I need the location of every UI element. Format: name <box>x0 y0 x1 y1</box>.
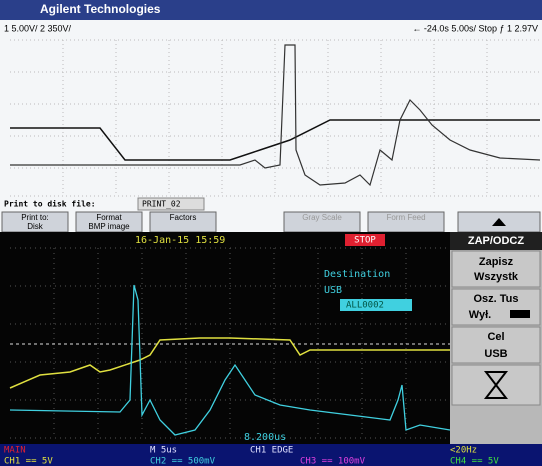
cyan-trace <box>9 284 451 436</box>
softkey-label: Gray Scale <box>302 213 342 222</box>
hourglass-icon <box>483 371 509 399</box>
file: ALL0002 <box>346 301 384 311</box>
channel: CH3 == 100mV <box>300 457 366 466</box>
softkey-label: Factors <box>170 213 197 222</box>
tek-footer <box>0 444 542 466</box>
file-box <box>340 299 412 311</box>
brand: Agilent Technologies <box>40 2 161 16</box>
menu-text: USB <box>484 348 507 360</box>
print-label: Print to disk file: <box>4 199 96 209</box>
destination-title: Destination <box>324 269 390 280</box>
softkey-value: Disk <box>27 222 44 231</box>
agilent-screen <box>0 0 542 232</box>
print-file: PRINT_02 <box>142 200 181 209</box>
menu-title-bar <box>450 232 542 250</box>
channel: CH2 == 500mV <box>150 457 216 466</box>
softkey-label: Print to: <box>21 213 49 222</box>
timebase: M 5us <box>150 446 177 456</box>
softkey-label: Format <box>96 213 122 222</box>
state-box <box>345 234 385 246</box>
tek-grid <box>10 247 450 439</box>
yellow-trace <box>9 337 450 389</box>
menu-text: Osz. Tus <box>473 293 518 305</box>
agilent-header <box>0 0 542 20</box>
menu-title: ZAP/ODCZ <box>468 235 525 247</box>
menu-text: Zapisz <box>479 256 514 268</box>
menu-text: Wszystk <box>474 271 519 283</box>
menu-button[interactable] <box>451 288 541 326</box>
trace-2 <box>10 44 541 187</box>
softkey-value: BMP image <box>88 222 130 231</box>
status-right: ← -24.0s 5.00s/ Stop ƒ 1 2.97V <box>412 23 538 33</box>
channel: CH4 == 5V <box>450 457 499 466</box>
menu-button[interactable] <box>451 250 541 288</box>
frequency: <20Hz <box>450 446 477 456</box>
datetime: 16-Jan-15 15:59 <box>135 235 225 246</box>
cursor-readout: 8.200us <box>244 432 286 443</box>
destination: USB <box>324 285 342 296</box>
menu-text: Cel <box>487 331 504 343</box>
toggle-icon <box>510 310 530 318</box>
trace-1 <box>10 119 540 161</box>
up-arrow <box>492 218 506 226</box>
menu-text: Wył. <box>469 309 491 321</box>
trigger: CH1 EDGE <box>250 446 293 456</box>
softkey-label: Form Feed <box>386 213 425 222</box>
softkeys: Print to: Disk Format BMP image Factors … <box>1 211 541 233</box>
state: STOP <box>354 236 376 246</box>
print-file-box <box>137 197 205 211</box>
menu-button[interactable] <box>451 326 541 364</box>
agilent-grid <box>10 39 542 197</box>
mode: MAIN <box>4 446 26 456</box>
channel: CH1 == 5V <box>4 457 53 466</box>
status-left: 1 5.00V/ 2 350V/ <box>4 23 72 33</box>
